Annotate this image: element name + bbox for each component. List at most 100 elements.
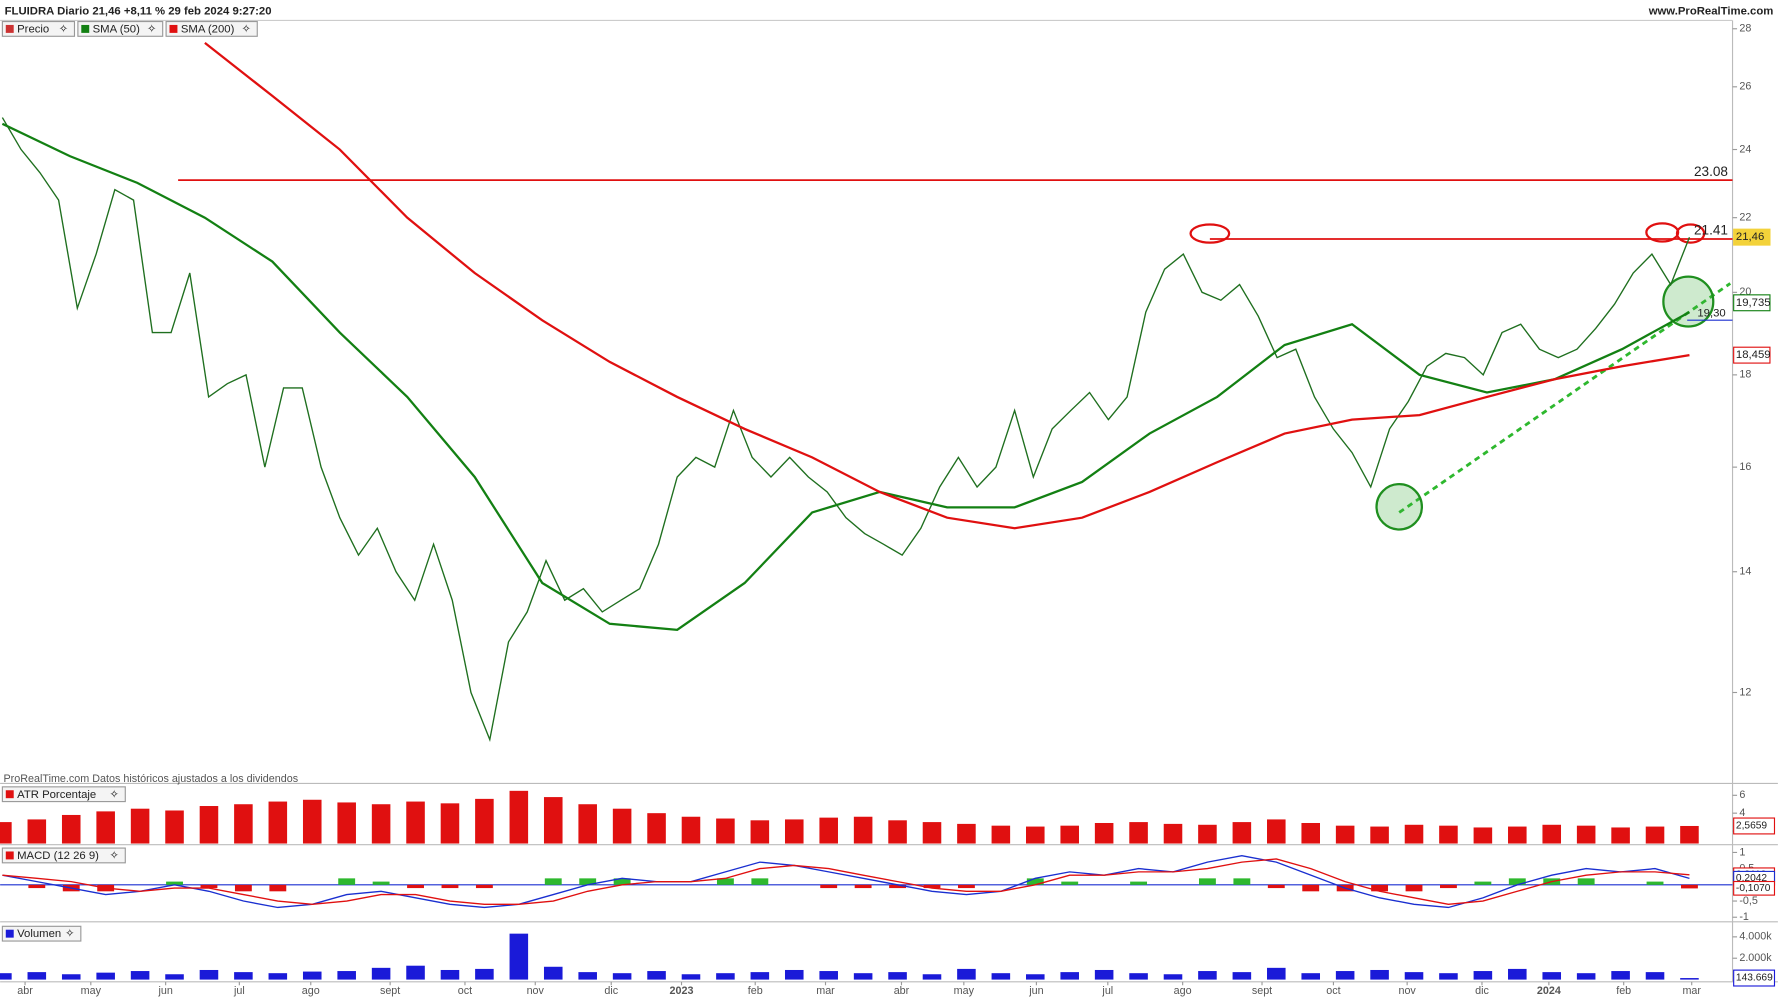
legend-label: MACD (12 26 9): [17, 850, 99, 862]
bar: [199, 806, 219, 844]
bar: [1611, 827, 1630, 844]
price-tag: [1733, 294, 1771, 312]
y-tick-label: 4.000k: [1739, 931, 1772, 943]
histogram-bar: [1130, 881, 1148, 885]
bar: [440, 969, 460, 980]
price-label: 19,30: [1697, 307, 1725, 319]
bar: [130, 971, 150, 980]
last-tag: [1733, 817, 1776, 835]
bar: [1439, 973, 1458, 980]
last-label: -0,1070: [1736, 883, 1771, 894]
annotations: [1189, 222, 1732, 531]
legend-chip: [1, 847, 126, 864]
bar: [1232, 822, 1252, 844]
legend-chip: [1, 925, 82, 942]
bar: [1370, 969, 1389, 980]
bar: [716, 973, 735, 980]
circle-marker: [1375, 482, 1424, 531]
legend-icon: ✧: [65, 928, 75, 940]
legend-icon: ✧: [241, 23, 251, 35]
price-tag: [1733, 228, 1771, 246]
bar: [612, 973, 632, 980]
histogram-bar: [338, 878, 356, 885]
bar: [1129, 822, 1148, 844]
x-tick-label: abr: [17, 985, 33, 997]
bar: [165, 810, 184, 844]
bar: [234, 972, 253, 980]
bar: [543, 797, 563, 844]
bar: [647, 813, 666, 844]
bar: [1026, 974, 1045, 980]
histogram-bar: [1302, 884, 1320, 892]
bar: [922, 974, 942, 980]
bar: [888, 820, 907, 844]
bar: [96, 972, 115, 980]
bar: [543, 966, 563, 980]
bar: [0, 973, 12, 980]
bar: [1301, 822, 1321, 844]
ellipse-marker: [1189, 223, 1231, 244]
legend-chip: [1, 786, 126, 803]
y-tick-label: 1: [1739, 846, 1745, 858]
bar: [1026, 826, 1045, 844]
bar: [1060, 972, 1079, 980]
bar: [268, 973, 288, 980]
histogram-bar: [1474, 881, 1492, 885]
histogram-bar: [1405, 884, 1423, 892]
histogram-bar: [579, 878, 597, 885]
y-tick-label: 12: [1739, 686, 1751, 698]
bar: [1473, 827, 1493, 844]
histogram-bar: [372, 881, 390, 885]
bar: [1542, 824, 1562, 844]
bar: [302, 971, 322, 980]
y-tick-label: 28: [1739, 23, 1751, 35]
price-label: 18,459: [1736, 349, 1771, 361]
bar: [371, 804, 391, 844]
y-tick-label: 6: [1739, 789, 1745, 801]
bar: [578, 972, 597, 980]
bar: [1163, 823, 1183, 844]
bar: [1645, 972, 1665, 980]
histogram-bar: [200, 884, 218, 889]
bar: [750, 820, 770, 844]
histogram-bar: [613, 878, 631, 885]
footer-note: ProRealTime.com Datos históricos ajustad…: [4, 773, 299, 785]
legend-label: Precio: [17, 23, 49, 35]
legend-label: Volumen: [17, 928, 61, 940]
bar: [1370, 826, 1389, 844]
legend-swatch: [5, 929, 14, 938]
bar: [1404, 972, 1424, 980]
legend-swatch: [169, 24, 178, 33]
legend-icon: ✧: [147, 23, 157, 35]
bar: [302, 799, 322, 844]
bar: [1508, 826, 1527, 844]
bar: [1129, 973, 1148, 980]
y-tick-label: 4: [1739, 807, 1745, 819]
y-tick-label: 2.000k: [1739, 952, 1772, 964]
y-tick-label: 26: [1739, 81, 1751, 93]
bar: [784, 819, 804, 844]
histogram-bar: [889, 884, 906, 889]
bar: [1301, 973, 1321, 980]
y-tick-label: -1: [1739, 911, 1749, 923]
sma-line: [1, 122, 1690, 631]
last-label: 0,2042: [1736, 873, 1767, 884]
bar: [1680, 978, 1699, 980]
bar: [371, 967, 391, 980]
y-tick-label: 14: [1739, 566, 1751, 578]
y-tick-label: -0,5: [1739, 895, 1758, 907]
macd-line: [2, 854, 1690, 909]
x-tick-label: jun: [157, 985, 172, 997]
price-tag: [1733, 346, 1771, 364]
x-tick-label: jul: [233, 985, 245, 997]
legend-swatch: [5, 790, 14, 799]
sma-line: [204, 41, 1690, 530]
bar: [61, 974, 81, 980]
bar: [0, 822, 12, 844]
histogram-bar: [544, 878, 562, 885]
x-tick-label: abr: [894, 985, 910, 997]
bar: [853, 816, 873, 844]
x-tick-label: mar: [816, 985, 835, 997]
